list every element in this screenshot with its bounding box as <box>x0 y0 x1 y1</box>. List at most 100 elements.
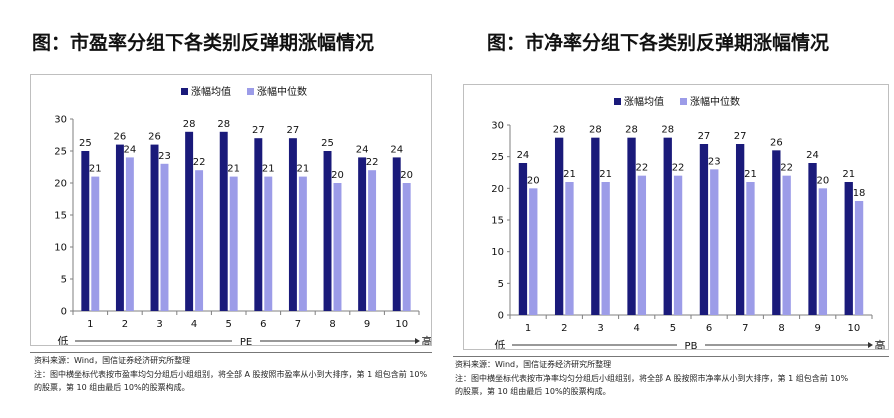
data-label-median: 22 <box>780 163 793 174</box>
bar-median <box>818 188 828 315</box>
data-label-median: 21 <box>563 169 576 180</box>
data-label-median: 20 <box>331 170 344 181</box>
bar-mean <box>358 157 367 311</box>
bar-mean <box>185 131 194 311</box>
x-tick-label: 6 <box>260 319 266 330</box>
data-label-median: 21 <box>89 164 102 175</box>
bar-mean <box>663 137 672 315</box>
bar-median <box>854 201 864 315</box>
data-label-mean: 28 <box>217 119 230 130</box>
data-label-median: 22 <box>672 163 685 174</box>
bar-median <box>264 176 273 311</box>
bar-median <box>637 175 647 315</box>
data-label-mean: 27 <box>252 125 265 136</box>
bar-median <box>298 176 307 311</box>
x-tick-label: 2 <box>561 323 567 334</box>
bar-mean <box>735 144 745 315</box>
pe-note-line2: 的股票，第 10 组由最后 10%的股票构成。 <box>34 383 190 392</box>
y-tick-label: 25 <box>54 147 67 158</box>
bar-mean <box>254 138 263 311</box>
data-label-median: 21 <box>744 169 757 180</box>
x-tick-label: 10 <box>395 319 408 330</box>
x-tick-label: 7 <box>295 319 301 330</box>
y-tick-label: 30 <box>54 115 67 126</box>
bar-mean <box>591 137 600 315</box>
data-label-median: 22 <box>193 157 206 168</box>
pe-source-rule <box>30 352 432 353</box>
bar-median <box>782 175 791 315</box>
bar-median <box>160 163 169 311</box>
data-label-median: 21 <box>262 164 275 175</box>
pb-note-line1: 注：图中横坐标代表按市净率均匀分组后小组组别，将全部 A 股按照市净率从小到大排… <box>455 374 849 383</box>
axis-arrow-head <box>415 338 420 344</box>
y-tick-label: 15 <box>491 216 504 227</box>
bar-median <box>125 157 134 311</box>
data-label-mean: 27 <box>287 125 300 136</box>
y-tick-label: 15 <box>54 211 67 222</box>
high-label: 高 <box>422 334 432 345</box>
pb-note-line2: 的股票，第 10 组由最后 10%的股票构成。 <box>455 387 611 396</box>
legend-label: 涨幅均值 <box>624 95 664 108</box>
x-tick-label: 4 <box>634 323 640 334</box>
bar-mean <box>81 151 90 311</box>
data-label-mean: 24 <box>517 150 530 161</box>
x-tick-label: 5 <box>670 323 676 334</box>
bar-median <box>565 182 574 315</box>
pb-chart-frame: 涨幅均值 涨幅中位数 0 5 10 15 20 25 30 24 20 1 28 21 2 28 21 3 28 22… <box>463 84 889 352</box>
data-label-mean: 27 <box>734 131 747 142</box>
data-label-median: 23 <box>158 151 171 162</box>
x-tick-label: 5 <box>226 319 232 330</box>
bar-mean <box>772 150 781 315</box>
bar-mean <box>323 151 332 311</box>
bar-mean <box>518 163 528 315</box>
pe-panel: 图：市盈率分组下各类别反弹期涨幅情况 涨幅均值 涨幅中位数 0 5 10 15 20 25 30… <box>0 0 440 418</box>
data-label-median: 20 <box>816 175 829 186</box>
low-label: 低 <box>58 335 69 345</box>
bar-mean <box>808 163 817 315</box>
bar-mean <box>288 138 297 311</box>
y-tick-label: 30 <box>491 121 504 132</box>
y-tick-label: 25 <box>491 152 504 163</box>
bar-median <box>229 176 238 311</box>
data-label-mean: 28 <box>553 125 566 136</box>
pb-bar-chart: 涨幅均值 涨幅中位数0510152025302420128212282132822… <box>491 95 885 352</box>
data-label-mean: 24 <box>356 144 369 155</box>
x-tick-label: 2 <box>122 319 128 330</box>
data-label-median: 21 <box>227 164 240 175</box>
pb-source-text: 资料来源：Wind，国信证券经济研究所整理 <box>455 360 612 369</box>
x-tick-label: 9 <box>815 323 821 334</box>
y-tick-label: 0 <box>498 311 504 322</box>
legend-swatch <box>181 88 188 95</box>
x-tick-label: 6 <box>706 323 712 334</box>
bar-median <box>195 170 204 311</box>
x-axis-name: PE <box>240 337 252 345</box>
bar-mean <box>627 137 636 315</box>
bar-mean <box>554 137 564 315</box>
x-tick-label: 8 <box>329 319 335 330</box>
bar-mean <box>219 131 228 311</box>
bar-median <box>746 182 755 315</box>
data-label-mean: 27 <box>698 131 711 142</box>
data-label-median: 24 <box>124 144 137 155</box>
x-tick-label: 1 <box>525 323 531 334</box>
data-label-median: 20 <box>400 170 413 181</box>
axis-arrow-head <box>868 342 873 348</box>
data-label-median: 21 <box>599 169 612 180</box>
pe-source-text: 资料来源：Wind，国信证券经济研究所整理 <box>34 356 191 365</box>
bar-median <box>529 188 538 315</box>
data-label-median: 22 <box>366 157 379 168</box>
bar-median <box>601 182 610 315</box>
legend-label: 涨幅中位数 <box>690 95 740 108</box>
bar-mean <box>844 182 853 315</box>
bar-median <box>91 176 100 311</box>
data-label-mean: 28 <box>625 125 638 136</box>
data-label-mean: 24 <box>390 144 403 155</box>
legend-label: 涨幅中位数 <box>257 85 307 98</box>
bar-median <box>368 170 377 311</box>
y-tick-label: 10 <box>54 243 67 254</box>
x-tick-label: 1 <box>87 319 93 330</box>
legend-label: 涨幅均值 <box>191 85 231 98</box>
data-label-mean: 28 <box>589 125 602 136</box>
legend-swatch <box>680 98 687 105</box>
y-tick-label: 10 <box>491 247 504 258</box>
